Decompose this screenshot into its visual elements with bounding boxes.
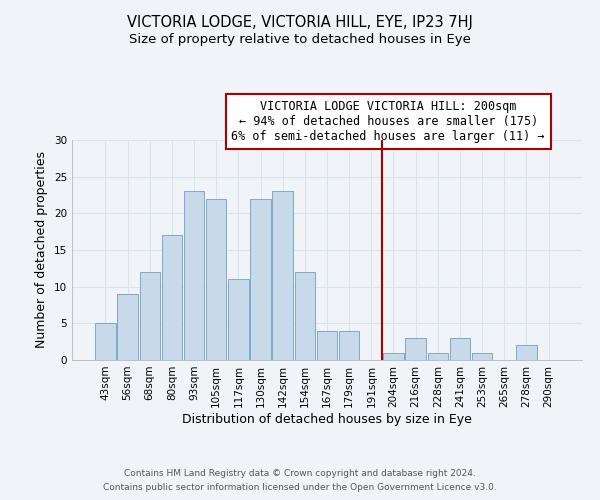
Bar <box>206 198 226 360</box>
Bar <box>161 236 182 360</box>
Bar <box>406 338 426 360</box>
Bar <box>472 352 493 360</box>
Bar <box>250 198 271 360</box>
Bar <box>295 272 315 360</box>
Bar <box>450 338 470 360</box>
Text: Size of property relative to detached houses in Eye: Size of property relative to detached ho… <box>129 32 471 46</box>
Bar <box>383 352 404 360</box>
Text: Contains HM Land Registry data © Crown copyright and database right 2024.: Contains HM Land Registry data © Crown c… <box>124 468 476 477</box>
Bar <box>272 192 293 360</box>
Bar <box>95 324 116 360</box>
Bar <box>516 346 536 360</box>
Bar <box>428 352 448 360</box>
Bar <box>140 272 160 360</box>
Y-axis label: Number of detached properties: Number of detached properties <box>35 152 49 348</box>
Text: VICTORIA LODGE VICTORIA HILL: 200sqm
← 94% of detached houses are smaller (175)
: VICTORIA LODGE VICTORIA HILL: 200sqm ← 9… <box>232 100 545 144</box>
Text: Contains public sector information licensed under the Open Government Licence v3: Contains public sector information licen… <box>103 484 497 492</box>
Bar <box>339 330 359 360</box>
Text: VICTORIA LODGE, VICTORIA HILL, EYE, IP23 7HJ: VICTORIA LODGE, VICTORIA HILL, EYE, IP23… <box>127 15 473 30</box>
Bar <box>118 294 138 360</box>
Bar <box>317 330 337 360</box>
X-axis label: Distribution of detached houses by size in Eye: Distribution of detached houses by size … <box>182 412 472 426</box>
Bar <box>184 192 204 360</box>
Bar <box>228 280 248 360</box>
